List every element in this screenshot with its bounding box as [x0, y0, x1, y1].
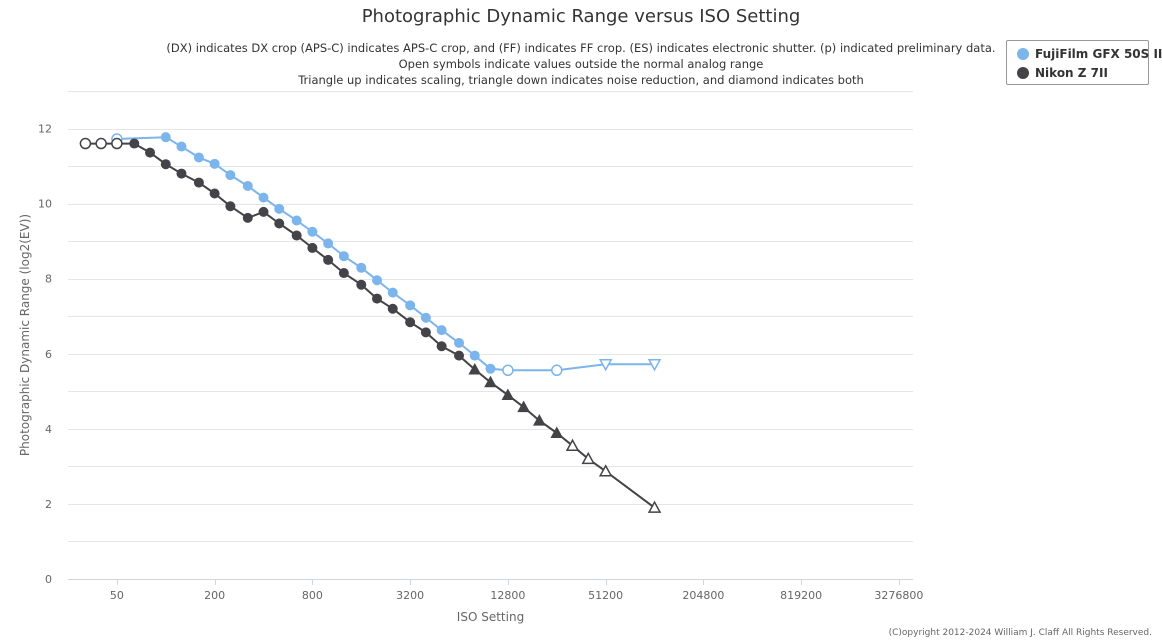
data-point-fujifilm	[338, 251, 349, 262]
chart-subtitle-line-1: (DX) indicates DX crop (APS-C) indicates…	[166, 41, 996, 55]
data-point-nikon	[356, 279, 367, 290]
y-tick-label: 10	[38, 198, 52, 211]
data-point-fujifilm	[274, 203, 285, 214]
data-point-nikon	[193, 177, 204, 188]
data-point-nikon	[160, 159, 171, 170]
x-tick-label: 51200	[588, 589, 623, 602]
data-point-fujifilm	[356, 262, 367, 273]
data-point-fujifilm	[469, 350, 480, 361]
legend-item-fujifilm[interactable]: FujiFilm GFX 50S II	[1015, 46, 1162, 62]
data-point-fujifilm	[258, 192, 269, 203]
data-point-nikon	[79, 137, 92, 150]
data-point-nikon	[176, 168, 187, 179]
data-point-nikon	[129, 138, 140, 149]
data-point-nikon	[501, 388, 515, 401]
chart-title: Photographic Dynamic Range versus ISO Se…	[361, 6, 801, 27]
data-point-nikon	[274, 218, 285, 229]
data-point-fujifilm	[160, 132, 171, 143]
series-line-nikon	[85, 142, 656, 509]
legend-item-nikon[interactable]: Nikon Z 7II	[1015, 65, 1108, 81]
data-point-nikon	[387, 303, 398, 314]
data-point-nikon	[420, 327, 431, 338]
y-tick-label: 6	[45, 348, 52, 361]
legend-marker-fujifilm-icon	[1017, 48, 1029, 60]
y-tick-label: 8	[45, 273, 52, 286]
x-axis-title: ISO Setting	[457, 610, 524, 624]
data-point-nikon	[95, 137, 107, 150]
data-point-nikon	[225, 201, 236, 212]
data-point-nikon	[258, 206, 269, 217]
data-point-fujifilm	[420, 312, 431, 323]
data-point-fujifilm	[405, 300, 416, 311]
data-point-fujifilm	[436, 325, 447, 336]
data-point-nikon	[307, 242, 318, 253]
data-point-fujifilm	[242, 180, 253, 191]
data-point-fujifilm	[387, 287, 398, 298]
data-point-nikon	[145, 147, 156, 158]
data-point-nikon	[647, 500, 662, 513]
data-point-fujifilm	[176, 141, 187, 152]
legend-label-fujifilm: FujiFilm GFX 50S II	[1035, 47, 1162, 61]
x-tick-label: 800	[302, 589, 323, 602]
data-point-nikon	[291, 230, 302, 241]
copyright-notice: (C)opyright 2012-2024 William J. Claff A…	[888, 628, 1152, 638]
y-axis-title: Photographic Dynamic Range (log2(EV))	[18, 214, 32, 456]
x-tick-label: 819200	[780, 589, 822, 602]
data-point-nikon	[581, 451, 596, 465]
y-tick-label: 4	[45, 423, 52, 436]
data-point-nikon	[338, 268, 349, 279]
data-point-nikon	[242, 212, 253, 223]
y-tick-label: 12	[38, 123, 52, 136]
data-point-fujifilm	[647, 359, 662, 372]
data-point-nikon	[454, 350, 465, 361]
data-point-fujifilm	[291, 215, 302, 226]
data-point-fujifilm	[551, 364, 563, 377]
data-point-nikon	[517, 400, 530, 413]
data-point-nikon	[436, 341, 447, 352]
data-point-fujifilm	[372, 275, 383, 286]
y-tick-label: 0	[45, 573, 52, 586]
data-point-fujifilm	[502, 364, 514, 377]
data-point-nikon	[550, 426, 564, 438]
data-point-nikon	[484, 375, 497, 388]
y-tick-label: 2	[45, 498, 52, 511]
x-tick-label: 204800	[682, 589, 724, 602]
chart-legend: FujiFilm GFX 50S II Nikon Z 7II	[1006, 40, 1162, 85]
data-point-fujifilm	[323, 238, 334, 249]
x-tick-label: 3276800	[874, 589, 923, 602]
data-point-nikon	[468, 362, 482, 375]
data-point-nikon	[533, 414, 546, 426]
legend-label-nikon: Nikon Z 7II	[1035, 66, 1108, 80]
data-point-fujifilm	[598, 359, 613, 372]
chart-subtitle-line-2: Open symbols indicate values outside the…	[398, 57, 764, 71]
data-point-nikon	[323, 254, 334, 265]
data-point-nikon	[209, 188, 220, 199]
data-point-nikon	[565, 438, 580, 451]
data-point-fujifilm	[307, 226, 318, 237]
data-point-fujifilm	[225, 170, 236, 181]
data-point-nikon	[598, 464, 613, 477]
data-point-nikon	[111, 137, 123, 150]
x-tick-label: 200	[204, 589, 225, 602]
data-point-fujifilm	[209, 158, 220, 169]
legend-marker-nikon-icon	[1017, 67, 1029, 79]
chart-subtitle-line-3: Triangle up indicates scaling, triangle …	[298, 73, 864, 87]
x-tick-label: 3200	[396, 589, 424, 602]
data-point-fujifilm	[485, 363, 496, 374]
data-point-nikon	[405, 317, 416, 328]
data-point-fujifilm	[454, 337, 465, 348]
data-point-nikon	[372, 293, 383, 304]
data-point-fujifilm	[193, 152, 204, 163]
x-tick-label: 12800	[490, 589, 525, 602]
series-line-fujifilm	[116, 136, 655, 372]
x-tick-label: 50	[110, 589, 124, 602]
